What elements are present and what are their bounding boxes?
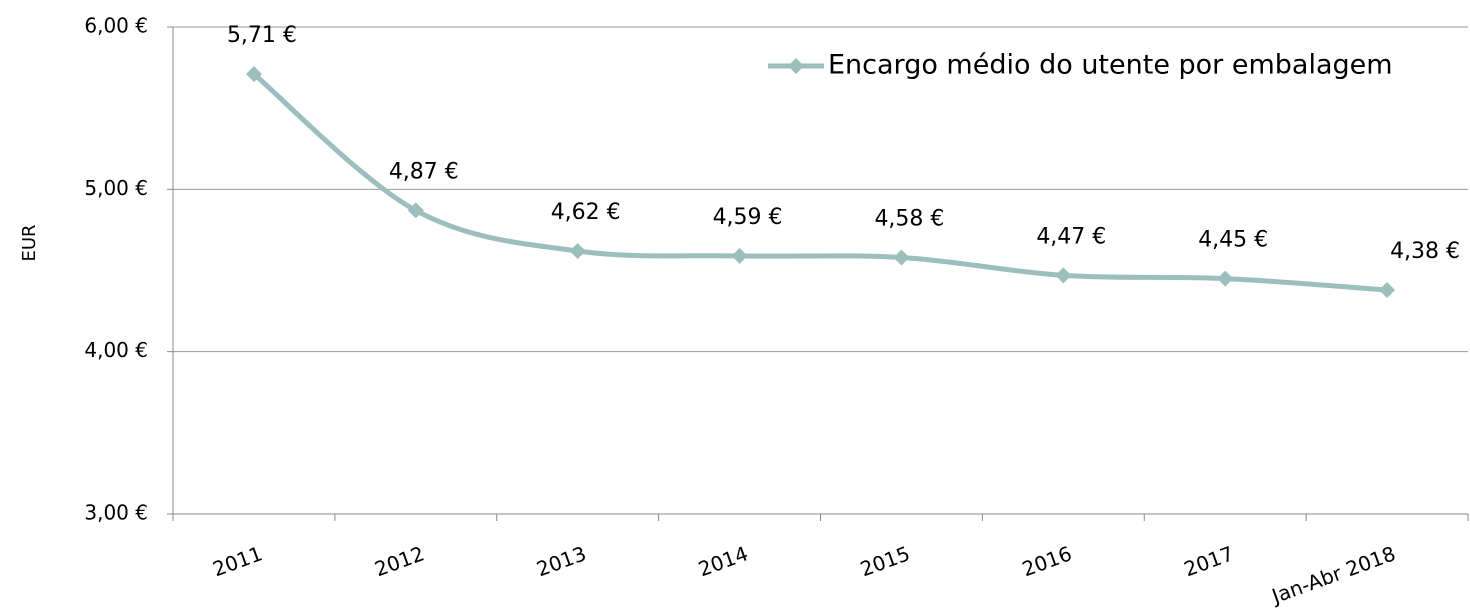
data-label: 4,62 €: [551, 200, 621, 225]
point-marker: [407, 202, 424, 219]
y-tick-label: 6,00 €: [84, 14, 148, 38]
data-label: 4,58 €: [874, 207, 944, 232]
point-marker: [893, 249, 910, 266]
point-marker: [731, 247, 748, 264]
data-label: 5,71 €: [227, 23, 297, 48]
legend-label: Encargo médio do utente por embalagem: [828, 50, 1393, 81]
data-label: 4,38 €: [1390, 239, 1460, 264]
point-marker: [569, 243, 586, 260]
point-marker: [1055, 267, 1072, 284]
x-tick-label: 2011: [209, 541, 265, 581]
x-tick-label: Jan-Abr 2018: [1267, 541, 1399, 609]
data-label: 4,87 €: [389, 159, 459, 184]
x-tick-label: 2016: [1019, 541, 1075, 581]
x-tick-label: 2017: [1181, 541, 1237, 581]
y-axis-label: EUR: [19, 224, 40, 261]
y-tick-label: 5,00 €: [84, 176, 148, 200]
y-tick-label: 4,00 €: [84, 338, 148, 362]
point-marker: [245, 66, 262, 83]
x-tick-label: 2014: [695, 541, 751, 581]
point-marker: [1379, 281, 1396, 298]
x-tick-label: 2012: [371, 541, 427, 581]
data-label: 4,47 €: [1036, 224, 1106, 249]
y-tick-label: 3,00 €: [84, 501, 148, 525]
point-marker: [1217, 270, 1234, 287]
data-label: 4,59 €: [713, 205, 783, 230]
x-tick-label: 2013: [533, 541, 589, 581]
data-label: 4,45 €: [1198, 228, 1268, 253]
x-tick-label: 2015: [857, 541, 913, 581]
legend-marker: [788, 58, 804, 74]
